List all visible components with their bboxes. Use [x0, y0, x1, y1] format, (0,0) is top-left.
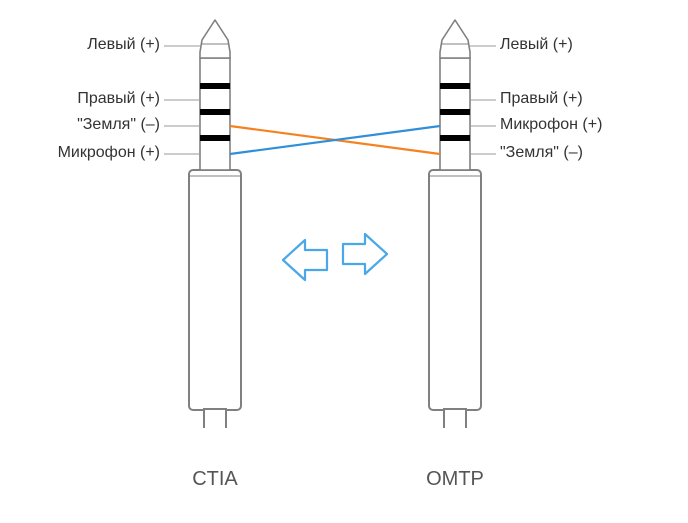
label-left-ring2: "Земля" (–)	[77, 116, 160, 134]
label-right-ring1: Правый (+)	[500, 90, 583, 108]
plug-name-ctia: CTIA	[155, 468, 275, 491]
label-left-ring1: Правый (+)	[77, 90, 160, 108]
label-left-ring0: Левый (+)	[87, 36, 160, 54]
label-right-ring3: "Земля" (–)	[500, 144, 583, 162]
plug-name-omtp: OMTP	[395, 468, 515, 491]
label-right-ring2: Микрофон (+)	[500, 116, 602, 134]
label-right-ring0: Левый (+)	[500, 36, 573, 54]
diagram-svg	[0, 0, 688, 523]
label-left-ring3: Микрофон (+)	[58, 144, 160, 162]
diagram-stage: { "canvas": { "w": 688, "h": 523, "bg": …	[0, 0, 688, 523]
